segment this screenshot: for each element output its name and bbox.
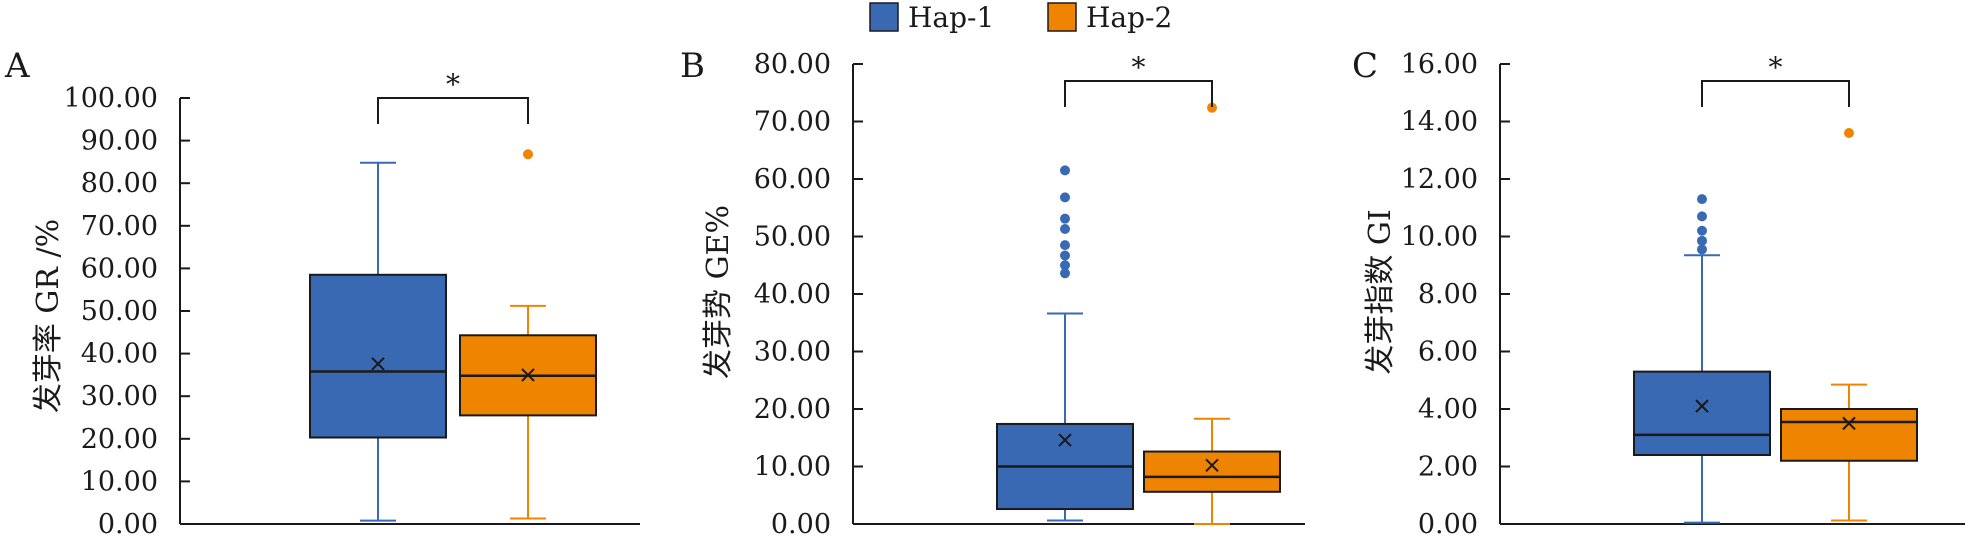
y-axis-label: 发芽率 GR /% bbox=[31, 219, 66, 413]
y-tick-label: 50.00 bbox=[754, 222, 831, 253]
mean-marker bbox=[1205, 458, 1219, 473]
panel-c: C 发芽指数 GI 0.00 2.00 4.00 6.00 8.00 10.00 12.00… bbox=[1352, 46, 1965, 540]
legend-swatch-hap-1 bbox=[869, 2, 899, 32]
outlier-point bbox=[1697, 211, 1707, 222]
y-tick-label: 70.00 bbox=[81, 211, 158, 242]
box-iqr bbox=[309, 273, 447, 439]
box-hap-2 bbox=[459, 149, 597, 520]
y-tick-label: 0.00 bbox=[1418, 509, 1478, 540]
y-tick-label: 20.00 bbox=[81, 424, 158, 455]
significance-label: * bbox=[446, 68, 460, 101]
y-tick-label: 0.00 bbox=[98, 509, 158, 540]
outlier-point bbox=[1697, 244, 1707, 255]
outlier-point bbox=[1060, 250, 1070, 261]
box-iqr bbox=[1780, 408, 1918, 462]
y-tick-label: 30.00 bbox=[754, 337, 831, 368]
y-tick-label: 60.00 bbox=[754, 164, 831, 195]
y-tick-label: 60.00 bbox=[81, 253, 158, 284]
y-tick-label: 2.00 bbox=[1418, 452, 1478, 483]
y-tick-label: 8.00 bbox=[1418, 279, 1478, 310]
mean-marker bbox=[371, 357, 385, 371]
legend-label-hap-2: Hap-2 bbox=[1086, 1, 1172, 34]
panel-b: B 发芽势 GE% 0.00 10.00 20.00 30.00 40.00 50.00 6… bbox=[680, 46, 1305, 540]
outlier-point bbox=[1060, 165, 1070, 176]
y-axis-label: 发芽指数 GI bbox=[1363, 209, 1398, 374]
box-iqr bbox=[1143, 450, 1281, 493]
outlier-point bbox=[1060, 268, 1070, 279]
outlier-point bbox=[1697, 225, 1707, 236]
y-tick-label: 90.00 bbox=[81, 126, 158, 157]
box-hap-1 bbox=[1633, 194, 1771, 524]
significance-label: * bbox=[1132, 51, 1146, 84]
outlier-point bbox=[1207, 102, 1217, 113]
y-tick-label: 12.00 bbox=[1401, 164, 1478, 195]
y-tick-label: 6.00 bbox=[1418, 337, 1478, 368]
significance-bracket bbox=[1064, 80, 1213, 107]
y-tick-label: 70.00 bbox=[754, 107, 831, 138]
y-tick-label: 50.00 bbox=[81, 296, 158, 327]
y-axis-label: 发芽势 GE% bbox=[701, 205, 736, 379]
box-hap-1 bbox=[996, 165, 1134, 522]
outlier-point bbox=[1844, 128, 1854, 138]
panel-letter: A bbox=[4, 46, 30, 86]
box-hap-2 bbox=[1780, 128, 1918, 522]
y-tick-label: 0.00 bbox=[771, 509, 831, 540]
y-tick-label: 40.00 bbox=[81, 339, 158, 370]
y-tick-label: 30.00 bbox=[81, 381, 158, 412]
outlier-point bbox=[1060, 213, 1070, 224]
box-hap-1 bbox=[309, 161, 447, 522]
y-tick-label: 20.00 bbox=[754, 394, 831, 425]
significance-bracket bbox=[1701, 80, 1850, 107]
outlier-point bbox=[1060, 224, 1070, 235]
outlier-point bbox=[1060, 192, 1070, 203]
y-tick-label: 14.00 bbox=[1401, 107, 1478, 138]
outlier-point bbox=[1697, 194, 1707, 205]
significance-label: * bbox=[1769, 51, 1783, 84]
outlier-point bbox=[1060, 260, 1070, 271]
y-tick-label: 10.00 bbox=[754, 452, 831, 483]
mean-marker bbox=[1058, 433, 1072, 447]
mean-marker bbox=[1695, 399, 1709, 413]
significance-bracket bbox=[377, 97, 529, 124]
mean-marker bbox=[1842, 416, 1856, 431]
panel-letter: B bbox=[680, 46, 705, 86]
panel-a: A 发芽率 GR /% 0.00 10.00 20.00 30.00 40.00 50.0… bbox=[4, 46, 640, 540]
y-tick-label: 10.00 bbox=[1401, 222, 1478, 253]
box-iqr bbox=[1633, 370, 1771, 456]
legend: Hap-1 Hap-2 bbox=[869, 1, 1172, 34]
box-hap-2 bbox=[1143, 102, 1281, 525]
y-tick-label: 100.00 bbox=[64, 83, 158, 114]
outlier-point bbox=[1060, 240, 1070, 251]
y-tick-label: 16.00 bbox=[1401, 49, 1478, 80]
y-tick-label: 80.00 bbox=[81, 168, 158, 199]
y-tick-label: 40.00 bbox=[754, 279, 831, 310]
mean-marker bbox=[521, 368, 535, 382]
legend-swatch-hap-2 bbox=[1047, 2, 1077, 32]
panel-letter: C bbox=[1352, 46, 1378, 86]
y-tick-label: 80.00 bbox=[754, 49, 831, 80]
outlier-point bbox=[1697, 235, 1707, 246]
y-tick-label: 4.00 bbox=[1418, 394, 1478, 425]
outlier-point bbox=[523, 149, 533, 160]
y-tick-label: 10.00 bbox=[81, 466, 158, 497]
legend-label-hap-1: Hap-1 bbox=[908, 1, 994, 34]
